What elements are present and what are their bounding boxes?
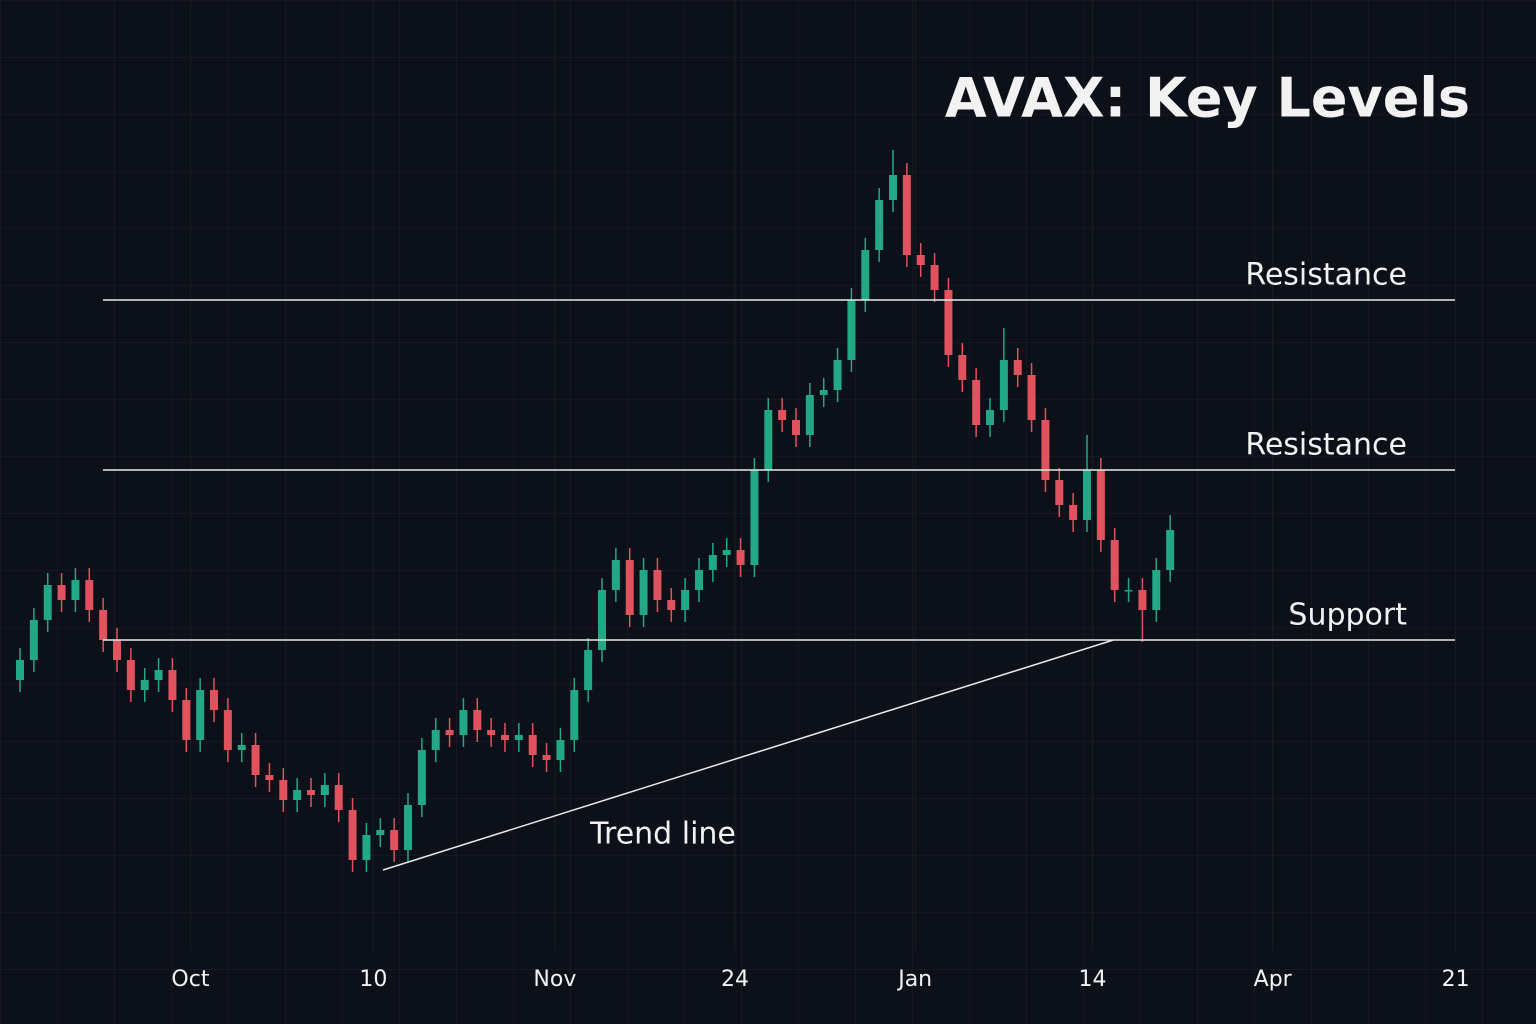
candle-body <box>570 690 579 740</box>
candle-body <box>459 710 468 735</box>
candle-body <box>417 750 426 805</box>
candle-body <box>972 380 981 425</box>
candle-body <box>819 390 828 395</box>
candle-body <box>764 410 773 470</box>
x-tick-label: Jan <box>896 967 932 992</box>
candle-body <box>722 550 731 555</box>
candle-body <box>182 700 191 740</box>
candle-body <box>681 590 690 610</box>
candle-body <box>1027 375 1036 420</box>
candle-body <box>653 570 662 600</box>
candle-body <box>847 300 856 360</box>
candle-body <box>196 690 205 740</box>
candle-body <box>1013 360 1022 375</box>
candle-body <box>279 780 288 800</box>
candle-body <box>57 585 66 600</box>
candle-body <box>736 550 745 565</box>
candle-body <box>584 650 593 690</box>
candle-body <box>362 835 371 860</box>
candle-body <box>639 570 648 615</box>
candle-body <box>528 735 537 755</box>
candle-body <box>473 710 482 730</box>
candle-body <box>792 420 800 435</box>
candle-body <box>1152 570 1161 610</box>
candle-body <box>16 660 24 680</box>
candle-body <box>293 790 302 800</box>
candle-body <box>487 730 496 735</box>
candle-body <box>667 600 676 610</box>
x-tick-label: 10 <box>359 967 387 992</box>
candle-body <box>1110 540 1119 590</box>
candle-body <box>1069 505 1078 520</box>
candle-body <box>376 830 385 835</box>
candle-body <box>1083 470 1091 520</box>
candle-body <box>556 740 565 760</box>
candle-body <box>445 730 454 735</box>
candle-body <box>265 775 274 780</box>
candle-body <box>1041 420 1050 480</box>
candle-body <box>404 805 412 850</box>
candle-body <box>778 410 787 420</box>
candle-body <box>708 555 717 570</box>
candle-body <box>390 830 399 850</box>
candle-body <box>999 360 1008 410</box>
candle-body <box>833 360 842 390</box>
candle-body <box>861 250 870 300</box>
candle-body <box>598 590 606 650</box>
candle-body <box>43 585 52 620</box>
candle-body <box>930 265 939 290</box>
candle-body <box>223 710 232 750</box>
candle-body <box>251 745 260 775</box>
candle-body <box>307 790 315 795</box>
candle-body <box>695 570 703 590</box>
candle-body <box>1138 590 1147 610</box>
candle-body <box>85 580 94 610</box>
candle-body <box>1055 480 1064 505</box>
trend-line <box>382 639 1114 871</box>
candle-body <box>71 580 80 600</box>
level-label: Resistance <box>1245 428 1407 463</box>
trend-label: Trend line <box>589 817 736 852</box>
candle-body <box>944 290 953 355</box>
x-tick-label: 21 <box>1442 967 1470 992</box>
candle-body <box>986 410 994 425</box>
x-tick-label: Apr <box>1254 967 1293 992</box>
candle-body <box>916 255 925 265</box>
chart-title: AVAX: Key Levels <box>945 67 1470 130</box>
level-label: Support <box>1288 598 1407 633</box>
candle-body <box>113 640 121 660</box>
x-tick-label: 24 <box>721 967 749 992</box>
candle-body <box>334 785 343 810</box>
candle-body <box>431 730 440 750</box>
candle-body <box>168 670 177 700</box>
x-tick-label: Nov <box>533 967 576 992</box>
candle-body <box>210 690 218 710</box>
candle-body <box>889 175 897 200</box>
candle-body <box>99 610 108 640</box>
candle-body <box>126 660 135 690</box>
candle-body <box>348 810 357 860</box>
candle-body <box>237 745 246 750</box>
candle-body <box>1166 530 1175 570</box>
candle-body <box>611 560 620 590</box>
candle-body <box>1124 590 1133 592</box>
candle-body <box>958 355 967 380</box>
candle-body <box>805 395 814 435</box>
candle-body <box>1096 470 1105 540</box>
candle-body <box>29 620 38 660</box>
x-tick-label: 14 <box>1079 967 1107 992</box>
candle-body <box>875 200 884 250</box>
candle-body <box>140 680 149 690</box>
candle-body <box>625 560 634 615</box>
candle-body <box>542 755 551 760</box>
candle-body <box>501 735 509 740</box>
candle-body <box>750 470 759 565</box>
candle-body <box>902 175 911 255</box>
level-label: Resistance <box>1245 258 1407 293</box>
candle-body <box>514 735 523 740</box>
candle-body <box>154 670 163 680</box>
x-tick-label: Oct <box>171 967 209 992</box>
candle-body <box>320 785 329 795</box>
